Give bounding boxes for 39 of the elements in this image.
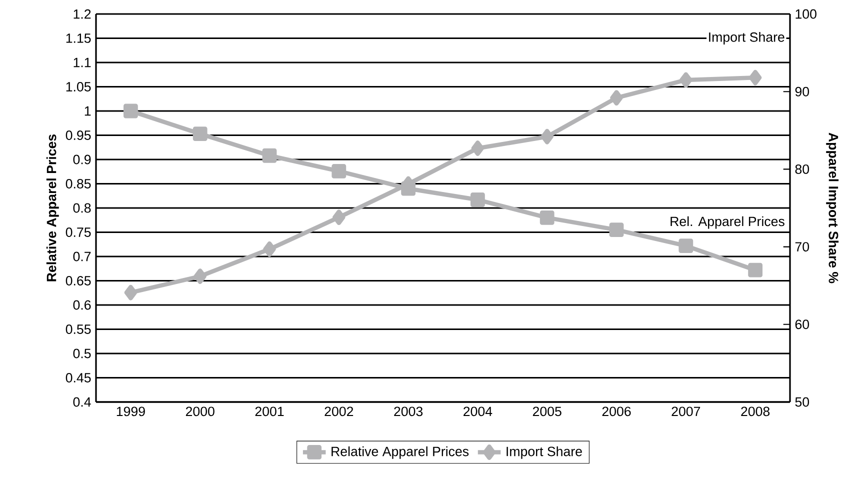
x-tick-label: 2004 (464, 406, 492, 416)
y2-tick-label: 100 (796, 9, 816, 19)
y-tick-label: 0.65 (66, 276, 91, 286)
y-tick-label: 0.5 (73, 348, 91, 358)
y2-tick-label: 90 (795, 86, 810, 96)
y-tick-label: 0.95 (66, 130, 91, 140)
x-tick-label: 2008 (741, 406, 770, 416)
y-tick-label: 0.8 (73, 203, 91, 213)
y-tick-label: 0.85 (66, 179, 91, 188)
legend-label: Import Share (506, 446, 582, 459)
x-tick-label: 2003 (394, 406, 423, 416)
x-tick-label: 2000 (186, 406, 214, 416)
y-tick-label: 1.05 (66, 82, 91, 92)
x-tick-label: 2007 (672, 406, 700, 416)
y-tick-label: 0.7 (73, 252, 91, 262)
annotation: Rel. Apparel Prices (670, 216, 784, 229)
y-tick-label: 0.6 (73, 300, 91, 310)
x-tick-label: 2001 (255, 406, 284, 416)
y2-tick-label: 50 (795, 397, 810, 407)
y-tick-label: 1.15 (66, 34, 91, 43)
y2-axis-title: Apparel Import Share % (826, 132, 839, 284)
annotation: Import Share (709, 32, 784, 44)
legend-label: Relative Apparel Prices (332, 446, 469, 459)
y2-tick-label: 60 (795, 320, 810, 330)
y-tick-label: 1.1 (74, 58, 91, 68)
y-tick-label: 1 (84, 106, 91, 116)
y-tick-label: 0.45 (66, 373, 91, 382)
x-tick-label: 1999 (116, 406, 145, 416)
y-tick-label: 0.9 (73, 154, 91, 164)
y2-tick-label: 70 (795, 242, 810, 252)
y-tick-label: 0.4 (73, 397, 91, 407)
y-tick-label: 1.2 (74, 9, 91, 19)
x-tick-label: 2006 (602, 406, 631, 416)
y-tick-label: 0.55 (66, 324, 91, 334)
y2-tick-label: 80 (795, 164, 810, 174)
y-axis-title: Relative Apparel Prices (46, 134, 59, 282)
y-tick-label: 0.75 (66, 228, 91, 237)
x-tick-label: 2002 (324, 406, 354, 416)
x-tick-label: 2005 (532, 406, 562, 416)
